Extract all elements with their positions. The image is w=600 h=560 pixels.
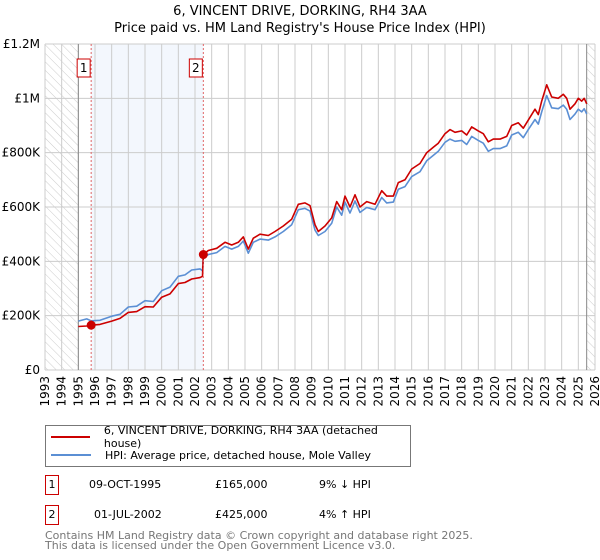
chart-subtitle: Price paid vs. HM Land Registry's House … <box>114 21 486 36</box>
x-tick-label: 2026 <box>588 376 600 407</box>
sale-price: £165,000 <box>215 478 268 491</box>
x-tick-label: 2018 <box>455 376 469 407</box>
y-tick-label: £0 <box>25 363 40 377</box>
x-tick-label: 2017 <box>438 376 452 407</box>
x-tick-label: 2024 <box>555 376 569 407</box>
sale-badge: 2 <box>45 505 59 525</box>
sale-label-number: 1 <box>80 61 88 75</box>
footer-attribution: Contains HM Land Registry data © Crown c… <box>45 529 473 552</box>
legend-swatch-red <box>51 436 90 438</box>
x-tick-label: 2006 <box>255 376 269 407</box>
footer-line-2: This data is licensed under the Open Gov… <box>45 539 396 552</box>
x-tick-label: 2000 <box>155 376 169 407</box>
x-tick-label: 2019 <box>471 376 485 407</box>
sale-label-number: 2 <box>192 61 200 75</box>
sale-hpi-diff: 4% ↑ HPI <box>319 508 371 521</box>
y-tick-label: £400K <box>2 254 42 268</box>
sale-row-2: 2 01-JUL-2002 £425,000 4% ↑ HPI <box>45 505 565 525</box>
x-tick-label: 2005 <box>238 376 252 407</box>
x-tick-label: 1993 <box>38 376 52 407</box>
property-price-line <box>78 84 588 328</box>
legend-label-property: 6, VINCENT DRIVE, DORKING, RH4 3AA (deta… <box>103 424 378 450</box>
legend-swatch-blue <box>51 454 91 456</box>
x-tick-label: 2014 <box>388 376 402 407</box>
x-tick-label: 2022 <box>521 376 535 407</box>
sale-date: 09-OCT-1995 <box>89 478 162 491</box>
x-tick-label: 2020 <box>488 376 502 407</box>
x-tick-label: 2002 <box>188 376 202 407</box>
x-tick-label: 2001 <box>171 376 185 407</box>
x-tick-label: 2008 <box>288 376 302 407</box>
x-tick-label: 2016 <box>421 376 435 407</box>
x-tick-label: 1994 <box>55 376 69 407</box>
x-tick-label: 2011 <box>338 376 352 407</box>
x-tick-label: 1999 <box>138 376 152 407</box>
x-tick-label: 2010 <box>321 376 335 407</box>
x-tick-label: 2004 <box>221 376 235 407</box>
x-tick-label: 2003 <box>205 376 219 407</box>
legend-item-hpi: HPI: Average price, detached house, Mole… <box>51 447 371 463</box>
x-tick-label: 2012 <box>355 376 369 407</box>
sale-price: £425,000 <box>215 508 268 521</box>
sale-label-box <box>188 58 203 78</box>
x-tick-label: 2023 <box>538 376 552 407</box>
x-tick-label: 1998 <box>121 376 135 407</box>
footer-line-1: Contains HM Land Registry data © Crown c… <box>45 529 473 542</box>
x-tick-label: 1997 <box>105 376 119 407</box>
sale-badge: 1 <box>45 475 59 495</box>
chart-legend: 6, VINCENT DRIVE, DORKING, RH4 3AA (deta… <box>45 424 411 467</box>
sale-date: 01-JUL-2002 <box>94 508 162 521</box>
x-tick-label: 2007 <box>271 376 285 407</box>
x-tick-label: 1995 <box>71 376 85 407</box>
legend-label-hpi: HPI: Average price, detached house, Mole… <box>105 448 371 462</box>
y-tick-label: £1.2M <box>3 37 40 51</box>
y-tick-label: £1M <box>14 91 40 105</box>
sale-row-1: 1 09-OCT-1995 £165,000 9% ↓ HPI <box>45 475 565 495</box>
chart-title: 6, VINCENT DRIVE, DORKING, RH4 3AA <box>173 4 427 19</box>
x-tick-label: 2021 <box>505 376 519 407</box>
y-tick-label: £600K <box>2 200 42 214</box>
x-tick-label: 2013 <box>371 376 385 407</box>
sale-label-box <box>76 58 91 78</box>
x-tick-label: 2015 <box>405 376 419 407</box>
sale-point <box>198 250 208 260</box>
sale-point <box>86 320 96 330</box>
hpi-line <box>78 94 588 322</box>
x-tick-label: 1996 <box>88 376 102 407</box>
y-tick-label: £800K <box>2 146 42 160</box>
legend-item-property: 6, VINCENT DRIVE, DORKING, RH4 3AA (deta… <box>51 424 410 450</box>
x-tick-label: 2009 <box>305 376 319 407</box>
x-tick-label: 2025 <box>571 376 585 407</box>
sale-hpi-diff: 9% ↓ HPI <box>319 478 371 491</box>
y-tick-label: £200K <box>2 309 42 323</box>
